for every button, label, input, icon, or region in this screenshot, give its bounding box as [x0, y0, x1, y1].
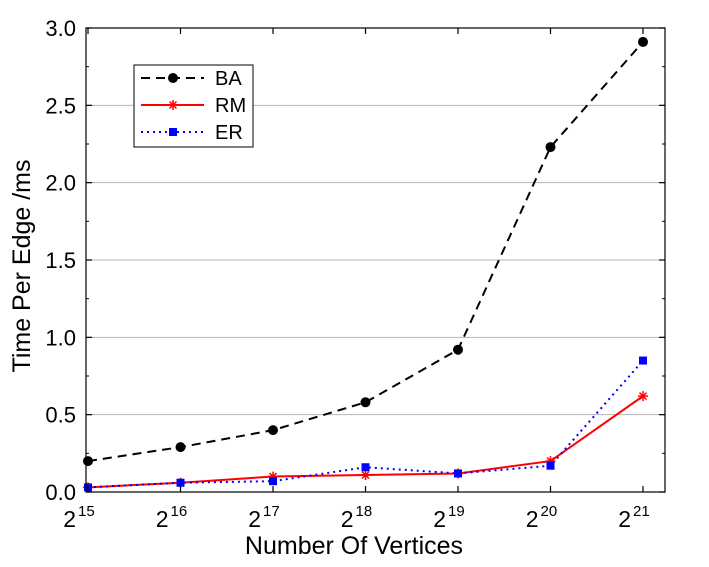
y-axis-label: Time Per Edge /ms	[8, 159, 36, 372]
legend: BA RM ER	[133, 64, 254, 148]
x-tick-label: 2 15	[63, 503, 94, 532]
data-point-er	[361, 463, 370, 472]
x-tick-label: 2 21	[618, 503, 649, 532]
legend-label-rm: RM	[215, 95, 246, 117]
x-tick-label: 2 17	[248, 503, 279, 532]
legend-marker-ba	[168, 73, 178, 83]
data-point-er	[546, 461, 555, 470]
data-point-ba	[83, 456, 93, 467]
data-point-ba	[360, 397, 371, 408]
grid-layer	[86, 104, 665, 416]
x-tick-label: 2 18	[341, 503, 372, 532]
y-tick-label: 2.5	[45, 93, 76, 118]
legend-marker-er	[169, 128, 177, 136]
data-point-er	[454, 469, 462, 478]
legend-marker-rm	[168, 100, 178, 110]
data-point-ba	[453, 344, 463, 355]
y-tick-label: 1.0	[45, 325, 76, 350]
legend-label-er: ER	[215, 122, 243, 144]
x-tick-label: 2 16	[156, 503, 187, 532]
data-point-ba	[268, 425, 278, 436]
y-tick-label: 0.0	[45, 480, 76, 505]
data-point-er	[176, 478, 185, 487]
data-point-ba	[175, 442, 186, 453]
data-point-rm	[360, 469, 371, 480]
series-layer	[83, 36, 648, 493]
data-point-ba	[545, 142, 556, 153]
x-tick-label: 2 19	[433, 503, 464, 532]
x-axis-label: Number Of Vertices	[245, 532, 463, 560]
data-point-er	[269, 477, 277, 486]
y-tick-label: 3.0	[45, 16, 76, 41]
y-tick-label: 1.5	[45, 248, 76, 273]
legend-label-ba: BA	[215, 68, 242, 90]
y-tick-label: 0.5	[45, 403, 76, 428]
data-point-rm	[638, 391, 648, 402]
y-tick-label: 2.0	[45, 171, 76, 196]
data-point-er	[639, 356, 647, 365]
data-point-ba	[638, 36, 648, 47]
x-tick-label: 2 20	[526, 503, 557, 532]
